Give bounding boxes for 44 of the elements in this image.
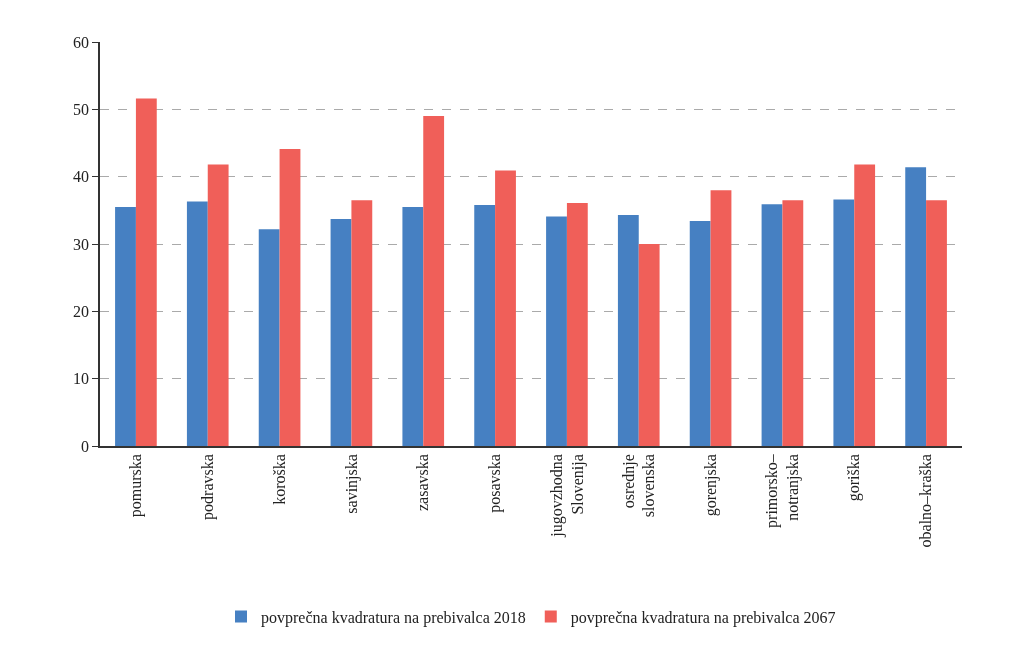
x-tick-label: pomurska [127,454,146,518]
x-tick-label: koroška [270,454,288,505]
y-tick-label: 50 [73,100,90,118]
bar [617,215,639,446]
bar [351,200,373,446]
y-tick-label: 60 [73,33,90,51]
bar [566,202,588,446]
bar [135,98,157,446]
x-tick-label: podravska [198,454,217,520]
x-tick-label: zasavska [414,454,432,512]
x-tick-label: posavska [486,454,505,513]
y-tick-label: 10 [73,370,90,388]
x-tick-label: jugovzhodna Slovenija [547,454,587,538]
y-tick-label: 0 [81,437,90,455]
x-tick-label: obalno–kraška [917,454,935,548]
bar [115,206,136,446]
bar [279,149,301,446]
bar [495,170,516,446]
x-tick-label: goriška [845,454,864,502]
bar [833,199,855,446]
bar [546,216,567,446]
y-tick-label: 20 [73,302,90,320]
bar [474,204,496,446]
bar [186,201,208,446]
bar [402,206,424,446]
bar [638,244,660,446]
bar [782,200,804,446]
x-tick-label: gorenjska [701,454,720,517]
bar [207,164,229,446]
x-tick-label: savinjska [342,454,361,514]
bar [710,190,732,446]
bar [423,116,445,446]
y-tick-label: 30 [73,235,90,253]
bar [761,204,783,446]
y-tick-label: 40 [73,168,90,186]
bar [905,167,927,446]
bar [854,164,876,446]
x-tick-label: osrednje slovenska [619,454,658,518]
bar [258,229,280,446]
bar [926,200,947,446]
legend-label: povprečna kvadratura na prebivalca 2067 [570,608,836,627]
legend-label: povprečna kvadratura na prebivalca 2018 [261,608,526,627]
bar [689,221,711,446]
bar [330,219,352,446]
